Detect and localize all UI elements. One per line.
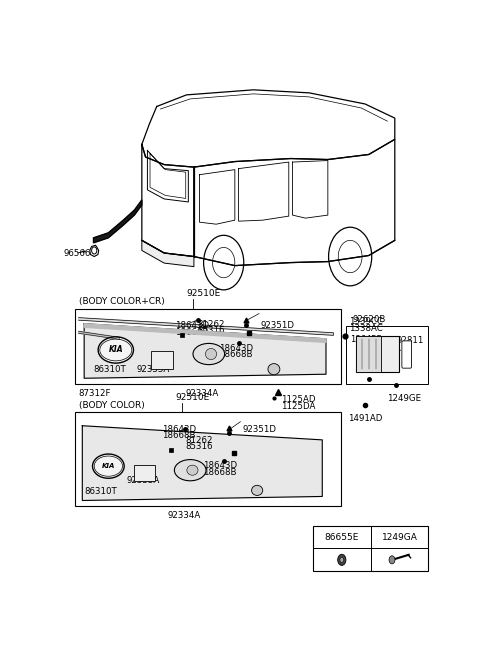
- Text: 1125DA: 1125DA: [281, 402, 316, 411]
- Text: 81262: 81262: [197, 319, 224, 329]
- Text: 92333A: 92333A: [136, 365, 169, 374]
- Text: 86310T: 86310T: [94, 365, 126, 374]
- Text: 85316: 85316: [197, 326, 224, 335]
- Text: 1338AC: 1338AC: [349, 324, 383, 333]
- Text: 1339CC: 1339CC: [349, 318, 383, 326]
- Text: KIA: KIA: [108, 346, 123, 354]
- Polygon shape: [79, 331, 120, 339]
- Ellipse shape: [338, 554, 346, 565]
- Text: 85316: 85316: [186, 442, 213, 451]
- Polygon shape: [84, 323, 326, 379]
- Circle shape: [389, 556, 395, 564]
- Text: 87312F: 87312F: [79, 390, 111, 398]
- Text: 86310T: 86310T: [84, 487, 117, 497]
- Text: 18643D: 18643D: [203, 461, 237, 470]
- Text: 92334A: 92334A: [186, 390, 219, 398]
- Ellipse shape: [174, 460, 206, 481]
- Ellipse shape: [268, 363, 280, 375]
- Text: 92351D: 92351D: [260, 321, 294, 330]
- Ellipse shape: [193, 343, 225, 365]
- Ellipse shape: [205, 348, 216, 359]
- Text: 18643D: 18643D: [162, 424, 196, 434]
- Ellipse shape: [187, 465, 198, 475]
- Text: 92334A: 92334A: [168, 510, 201, 520]
- Text: 18643D: 18643D: [219, 344, 253, 353]
- Text: (BODY COLOR+CR): (BODY COLOR+CR): [79, 297, 164, 306]
- Text: 92510E: 92510E: [186, 289, 221, 298]
- Bar: [347, 326, 428, 384]
- Text: 92333A: 92333A: [127, 476, 160, 485]
- Polygon shape: [142, 240, 194, 266]
- FancyBboxPatch shape: [402, 341, 411, 368]
- Bar: [356, 337, 398, 372]
- Text: 92811: 92811: [396, 336, 424, 345]
- Polygon shape: [90, 245, 99, 256]
- Ellipse shape: [340, 558, 344, 562]
- Polygon shape: [79, 318, 334, 335]
- Bar: [134, 465, 155, 482]
- Text: 1491AD: 1491AD: [348, 414, 383, 422]
- Text: 92351D: 92351D: [242, 424, 276, 434]
- Bar: [75, 412, 341, 506]
- Text: 96566: 96566: [64, 249, 91, 258]
- Text: 86655E: 86655E: [324, 533, 359, 542]
- Text: 92510E: 92510E: [175, 393, 210, 402]
- Text: (BODY COLOR): (BODY COLOR): [79, 401, 144, 409]
- Polygon shape: [83, 426, 322, 501]
- Text: 1249GE: 1249GE: [387, 394, 421, 403]
- Ellipse shape: [252, 485, 263, 495]
- Text: 1125AD: 1125AD: [281, 396, 316, 405]
- Ellipse shape: [93, 454, 124, 478]
- Circle shape: [92, 247, 97, 254]
- Polygon shape: [84, 323, 326, 342]
- Polygon shape: [94, 200, 142, 243]
- Bar: [75, 308, 341, 384]
- Ellipse shape: [98, 337, 133, 363]
- Text: 18643D: 18643D: [175, 321, 209, 330]
- Text: 18668B: 18668B: [175, 328, 209, 337]
- Text: 18645F: 18645F: [350, 335, 382, 344]
- Text: 18668B: 18668B: [203, 468, 237, 477]
- Bar: [313, 525, 428, 571]
- Bar: [151, 352, 173, 369]
- Text: KIA: KIA: [102, 463, 115, 469]
- Text: 81262: 81262: [186, 436, 213, 445]
- Text: 18668B: 18668B: [162, 431, 196, 440]
- Text: 18668B: 18668B: [219, 350, 252, 359]
- Text: 1249GA: 1249GA: [382, 533, 418, 542]
- Text: 92620B: 92620B: [352, 315, 385, 323]
- Bar: [356, 337, 382, 372]
